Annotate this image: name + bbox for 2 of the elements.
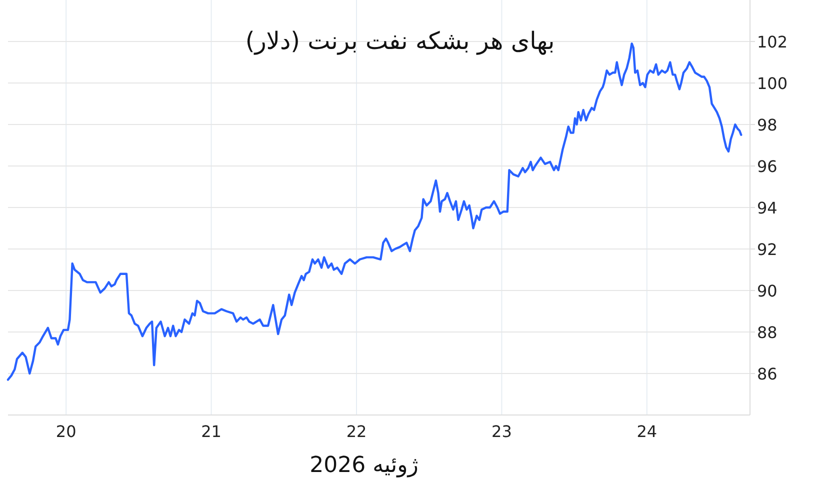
title: بهای هر بشکه نفت برنت (دلار) (245, 27, 555, 55)
xlabel: ژوئیه 2026 (310, 453, 418, 478)
